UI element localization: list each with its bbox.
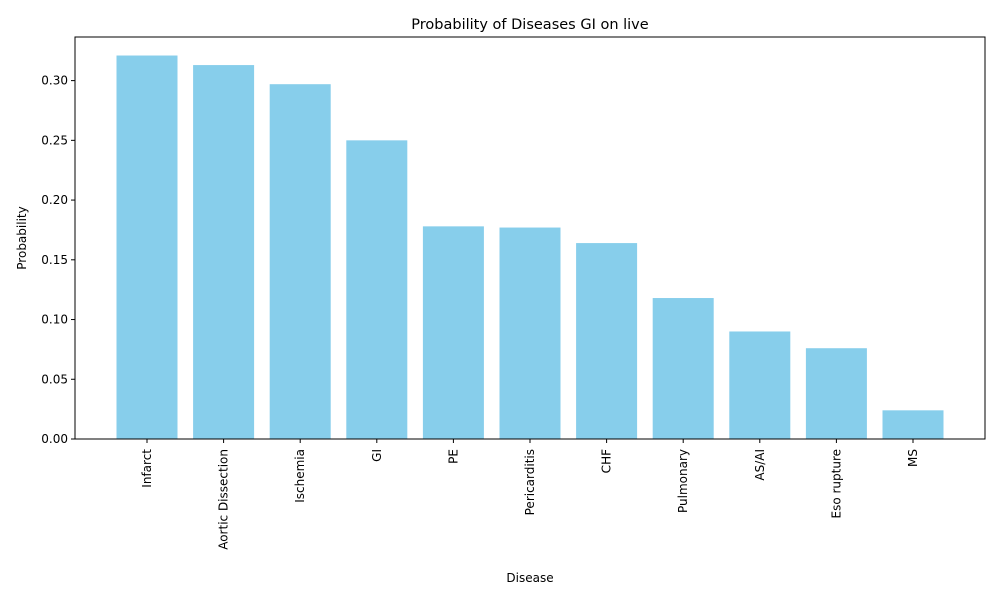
x-axis: Infarct Aortic Dissection Ischemia GI PE Peri…: [140, 439, 920, 550]
x-tick-label: Aortic Dissection: [217, 449, 231, 550]
x-tick-label: Infarct: [140, 449, 154, 488]
bar: [729, 331, 791, 439]
bar: [499, 227, 561, 439]
y-tick-label: 0.15: [41, 253, 68, 267]
y-tick-label: 0.05: [41, 372, 68, 386]
x-tick-label: Pulmonary: [676, 449, 690, 513]
y-tick-label: 0.10: [41, 313, 68, 327]
y-tick-label: 0.20: [41, 193, 68, 207]
bar: [652, 298, 714, 439]
bar: [269, 84, 331, 439]
y-axis-label: Probability: [15, 206, 29, 269]
bar: [422, 226, 484, 439]
bar: [882, 410, 944, 439]
x-tick-label: AS/AI: [753, 449, 767, 481]
x-tick-label: Ischemia: [293, 449, 307, 503]
x-tick-label: MS: [906, 449, 920, 467]
y-tick-label: 0.25: [41, 133, 68, 147]
bar: [346, 140, 408, 439]
x-axis-label: Disease: [506, 571, 553, 585]
x-tick-label: GI: [370, 449, 384, 462]
chart-title: Probability of Diseases GI on live: [411, 17, 648, 33]
y-tick-label: 0.30: [41, 74, 68, 88]
x-tick-label: Eso rupture: [829, 449, 843, 519]
bars-group: [116, 55, 944, 440]
bar: [193, 65, 255, 439]
x-tick-label: CHF: [600, 449, 614, 473]
bar: [116, 55, 178, 440]
y-axis: 0.00 0.05 0.10 0.15 0.20 0.25 0.30: [41, 74, 75, 446]
bar: [576, 243, 638, 439]
bar: [805, 348, 867, 439]
x-tick-label: PE: [446, 449, 460, 464]
y-tick-label: 0.00: [41, 432, 68, 446]
x-tick-label: Pericarditis: [523, 449, 537, 515]
